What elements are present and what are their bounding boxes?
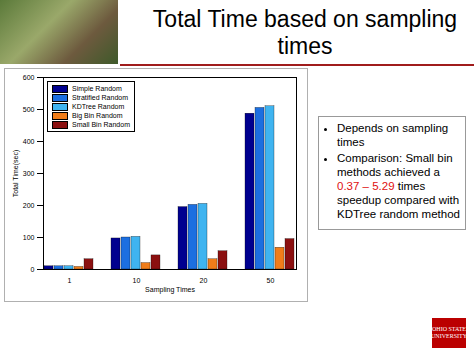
svg-text:100: 100 [23,234,35,241]
svg-text:Sampling Times: Sampling Times [145,286,195,294]
html-text:Comparison: Small bin methods: Comparison: Small bin methods achieved a [337,152,453,178]
html-text:Big Bin Random: Big Bin Random [72,112,123,119]
html-text:Total Time based on sampling t: Total Time based on sampling times [152,6,458,59]
svg-text:400: 400 [23,138,35,145]
svg-text:1: 1 [68,277,72,284]
html-text:Small Bin Random: Small Bin Random [72,121,130,128]
html-text:OHIO STATE UNIVERSITY: OHIO STATE UNIVERSITY [431,326,467,339]
svg-text:500: 500 [23,106,35,113]
html-text:KDTree Random: KDTree Random [72,103,125,110]
html-text:0.37 – 5.29 times speedup comp: 0.37 – 5.29 times speedup compared with … [337,180,460,220]
html-text:Stratified Random: Stratified Random [72,94,128,101]
html-text:Depends on sampling times: Depends on sampling times [337,122,449,148]
svg-text:50: 50 [267,277,275,284]
svg-text:200: 200 [23,202,35,209]
svg-text:10: 10 [133,277,141,284]
svg-text:Total Time(sec): Total Time(sec) [12,150,20,197]
svg-text:20: 20 [200,277,208,284]
svg-text:600: 600 [23,74,35,81]
html-text:Simple Random: Simple Random [72,85,122,92]
svg-text:300: 300 [23,170,35,177]
svg-text:0: 0 [31,266,35,273]
